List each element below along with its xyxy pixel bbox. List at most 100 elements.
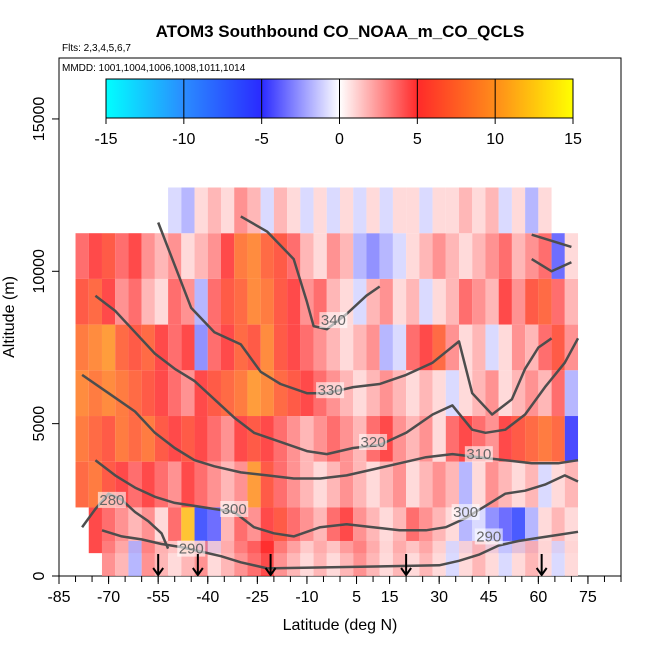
heatmap-cell [459, 233, 473, 279]
contour-label-bg [220, 501, 249, 518]
heatmap-cell [511, 540, 526, 576]
heatmap-cell [564, 278, 579, 325]
heatmap-cell [260, 416, 274, 462]
colorbar-tick-label: 5 [413, 131, 422, 148]
heatmap-cell [485, 324, 499, 371]
heatmap-cell [220, 540, 235, 576]
heatmap-cell [115, 370, 129, 417]
heatmap-cell [220, 278, 235, 325]
heatmap-cell [128, 370, 142, 417]
y-axis: 0 5000 10000 15000 [31, 97, 59, 580]
heatmap-cells [75, 187, 579, 576]
chart-title: ATOM3 Southbound CO_NOAA_m_CO_QCLS [156, 22, 525, 41]
heatmap-cell [75, 370, 89, 417]
heatmap-cell [181, 324, 195, 371]
heatmap-cell [273, 370, 288, 417]
heatmap-cell [445, 540, 460, 576]
contour-label-bg [319, 312, 348, 329]
heatmap-cell [406, 324, 420, 371]
heatmap-cell [366, 324, 380, 371]
heatmap-cell [194, 233, 208, 279]
heatmap-cell [432, 187, 446, 234]
heatmap-cell [207, 461, 221, 508]
x-axis-tick-label: 30 [430, 589, 448, 606]
x-axis-tick-label: -85 [47, 589, 70, 606]
heatmap-cell [406, 278, 420, 325]
x-axis-tick-label: 15 [381, 589, 399, 606]
contour-line [157, 222, 553, 416]
heatmap-cell [128, 278, 142, 325]
contour-line [101, 529, 579, 570]
heatmap-cell [154, 233, 169, 279]
y-axis-tick-label: 5000 [31, 406, 48, 442]
heatmap-cell [154, 540, 169, 576]
heatmap-cell [313, 416, 327, 462]
heatmap-cell [88, 416, 102, 462]
heatmap-cell [485, 461, 499, 508]
heatmap-cell [181, 187, 195, 234]
heatmap-cell [366, 278, 380, 325]
heatmap-cell [392, 233, 407, 279]
contour-label-bg [359, 433, 388, 450]
x-axis-tick-label: 75 [579, 589, 597, 606]
flight-marker-head [400, 567, 412, 577]
contour-label-bg [177, 540, 206, 557]
y-axis-title: Altitude (m) [1, 276, 18, 358]
contour-label: 300 [222, 501, 247, 518]
heatmap-cell [485, 278, 499, 325]
heatmap-cell [247, 278, 261, 325]
heatmap-cell [287, 324, 301, 371]
heatmap-cell [154, 370, 169, 417]
colorbar-ticks: -15 -10 -5 0 5 10 15 [94, 79, 582, 148]
x-axis-tick-label: -25 [246, 589, 269, 606]
contour-label: 320 [361, 434, 386, 451]
heatmap-cell [300, 187, 314, 234]
heatmap-cell [525, 416, 539, 462]
heatmap-cell [353, 324, 367, 371]
heatmap-cell [353, 370, 367, 417]
contour-line [531, 258, 572, 273]
heatmap-cell [459, 540, 473, 576]
contour-label: 330 [318, 382, 343, 399]
heatmap-cell [379, 187, 393, 234]
heatmap-cell [551, 233, 565, 279]
heatmap-cell [115, 540, 129, 576]
heatmap-cell [379, 540, 393, 576]
contour-label: 340 [321, 312, 346, 329]
heatmap-cell [525, 324, 539, 371]
flights-label: Flts: 2,3,4,5,6,7 [62, 43, 131, 54]
x-axis-tick-label: 45 [480, 589, 498, 606]
heatmap-cell [287, 540, 301, 576]
heatmap-cell [207, 416, 221, 462]
heatmap-cell [498, 416, 512, 462]
x-axis-tick-label: 5 [352, 589, 361, 606]
heatmap-cell [207, 233, 221, 279]
heatmap-cell [379, 278, 393, 325]
heatmap-cell [392, 461, 407, 508]
heatmap-cell [168, 324, 182, 371]
heatmap-cell [472, 278, 486, 325]
heatmap-cell [168, 233, 182, 279]
heatmap-cell [313, 324, 327, 371]
heatmap-cell [154, 278, 169, 325]
heatmap-cell [260, 461, 274, 508]
heatmap-cell [525, 233, 539, 279]
heatmap-cell [392, 416, 407, 462]
heatmap-cell [538, 278, 552, 325]
heatmap-cell [564, 324, 579, 371]
heatmap-cell [379, 324, 393, 371]
heatmap-cell [273, 461, 288, 508]
heatmap-cell [326, 324, 340, 371]
heatmap-cell [379, 233, 393, 279]
heatmap-cell [194, 187, 208, 234]
heatmap-cell [88, 233, 102, 279]
heatmap-cell [498, 187, 512, 234]
heatmap-cell [207, 324, 221, 371]
heatmap-cell [498, 324, 512, 371]
heatmap-cell [313, 233, 327, 279]
contour-label: 290 [179, 541, 204, 558]
heatmap-cell [406, 416, 420, 462]
heatmap-cell [234, 370, 248, 417]
heatmap-cell [445, 278, 460, 325]
heatmap-cell [75, 278, 89, 325]
